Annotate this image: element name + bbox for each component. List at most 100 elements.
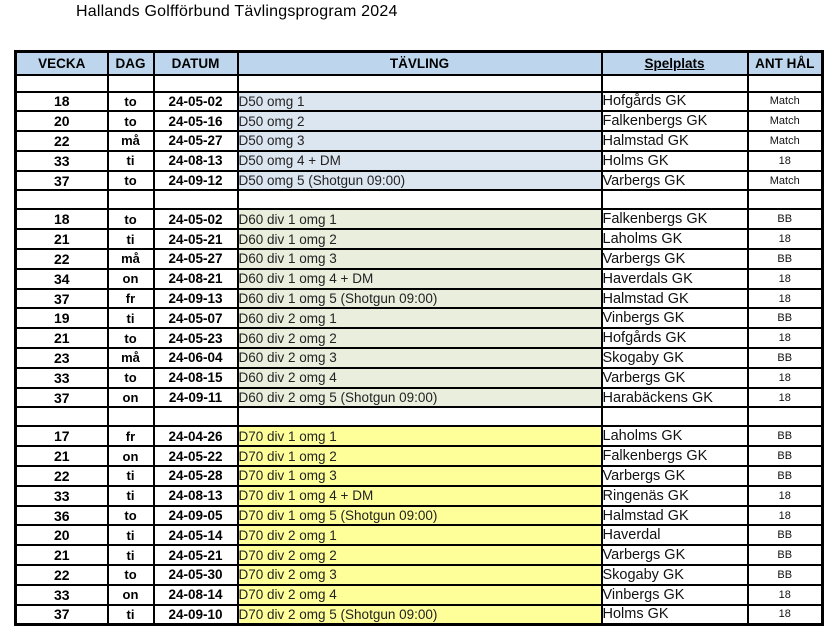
table-body: 18 to 24-05-02 D50 omg 1 Hofgårds GK Match 20 t… bbox=[14, 73, 824, 626]
cell-spelplats: Varbergs GK bbox=[600, 169, 749, 192]
cell-tavling: D70 div 2 omg 5 (Shotgun 09:00) bbox=[236, 603, 603, 626]
cell-datum: 24-05-02 bbox=[152, 90, 239, 113]
cell-spelplats: Vinbergs GK bbox=[600, 307, 749, 330]
cell-datum: 24-05-22 bbox=[152, 445, 239, 468]
spacer-cell bbox=[236, 73, 603, 93]
table-row: 23 må 24-06-04 D60 div 2 omg 3 Skogaby GK BB bbox=[14, 347, 824, 369]
spacer-cell bbox=[236, 406, 603, 428]
cell-hal: BB bbox=[746, 445, 824, 468]
cell-datum: 24-08-14 bbox=[152, 583, 239, 606]
spacer-cell bbox=[600, 73, 749, 93]
cell-hal: 18 bbox=[746, 386, 824, 409]
cell-spelplats: Skogaby GK bbox=[600, 347, 749, 369]
cell-spelplats: Holms GK bbox=[600, 603, 749, 626]
spacer-row bbox=[14, 73, 824, 93]
cell-vecka: 21 bbox=[14, 445, 109, 468]
spacer-cell bbox=[152, 406, 239, 428]
cell-datum: 24-05-27 bbox=[152, 130, 239, 152]
table-row: 17 fr 24-04-26 D70 div 1 omg 1 Laholms GK BB bbox=[14, 425, 824, 448]
cell-hal: 18 bbox=[746, 287, 824, 310]
table-row: 20 ti 24-05-14 D70 div 2 omg 1 Haverdal BB bbox=[14, 524, 824, 547]
cell-dag: to bbox=[106, 169, 155, 192]
cell-vecka: 22 bbox=[14, 248, 109, 270]
spacer-cell bbox=[106, 189, 155, 211]
cell-dag: ti bbox=[106, 544, 155, 567]
cell-vecka: 20 bbox=[14, 524, 109, 547]
table-row: 22 to 24-05-30 D70 div 2 omg 3 Skogaby GK BB bbox=[14, 564, 824, 586]
cell-tavling: D70 div 1 omg 4 + DM bbox=[236, 484, 603, 507]
cell-tavling: D70 div 1 omg 1 bbox=[236, 425, 603, 448]
cell-spelplats: Halmstad GK bbox=[600, 130, 749, 152]
cell-datum: 24-04-26 bbox=[152, 425, 239, 448]
table-row: 33 on 24-08-14 D70 div 2 omg 4 Vinbergs GK 18 bbox=[14, 583, 824, 606]
cell-datum: 24-09-05 bbox=[152, 504, 239, 527]
cell-spelplats: Halmstad GK bbox=[600, 504, 749, 527]
cell-spelplats: Varbergs GK bbox=[600, 366, 749, 389]
cell-tavling: D70 div 1 omg 2 bbox=[236, 445, 603, 468]
cell-hal: BB bbox=[746, 248, 824, 270]
cell-vecka: 21 bbox=[14, 228, 109, 251]
cell-vecka: 21 bbox=[14, 327, 109, 350]
header-spelplats: Spelplats bbox=[600, 50, 749, 76]
cell-spelplats: Falkenbergs GK bbox=[600, 445, 749, 468]
cell-dag: fr bbox=[106, 287, 155, 310]
cell-vecka: 22 bbox=[14, 564, 109, 586]
cell-tavling: D50 omg 2 bbox=[236, 110, 603, 133]
cell-dag: to bbox=[106, 208, 155, 231]
table-row: 21 to 24-05-23 D60 div 2 omg 2 Hofgårds GK 18 bbox=[14, 327, 824, 350]
cell-spelplats: Falkenbergs GK bbox=[600, 110, 749, 133]
spacer-cell bbox=[14, 406, 109, 428]
cell-tavling: D60 div 1 omg 4 + DM bbox=[236, 267, 603, 290]
cell-spelplats: Laholms GK bbox=[600, 228, 749, 251]
cell-hal: 18 bbox=[746, 603, 824, 626]
cell-datum: 24-05-27 bbox=[152, 248, 239, 270]
cell-vecka: 36 bbox=[14, 504, 109, 527]
table-row: 21 ti 24-05-21 D70 div 2 omg 2 Varbergs GK BB bbox=[14, 544, 824, 567]
cell-tavling: D50 omg 5 (Shotgun 09:00) bbox=[236, 169, 603, 192]
cell-tavling: D70 div 1 omg 3 bbox=[236, 465, 603, 487]
cell-datum: 24-05-16 bbox=[152, 110, 239, 133]
cell-hal: BB bbox=[746, 465, 824, 487]
cell-hal: BB bbox=[746, 564, 824, 586]
cell-tavling: D60 div 1 omg 3 bbox=[236, 248, 603, 270]
cell-tavling: D50 omg 3 bbox=[236, 130, 603, 152]
cell-dag: ti bbox=[106, 228, 155, 251]
header-dag: DAG bbox=[106, 50, 155, 76]
cell-tavling: D70 div 2 omg 4 bbox=[236, 583, 603, 606]
cell-hal: BB bbox=[746, 208, 824, 231]
cell-dag: ti bbox=[106, 603, 155, 626]
spacer-cell bbox=[746, 73, 824, 93]
cell-spelplats: Falkenbergs GK bbox=[600, 208, 749, 231]
cell-vecka: 37 bbox=[14, 386, 109, 409]
cell-tavling: D60 div 2 omg 1 bbox=[236, 307, 603, 330]
cell-datum: 24-09-11 bbox=[152, 386, 239, 409]
cell-vecka: 37 bbox=[14, 287, 109, 310]
cell-hal: BB bbox=[746, 425, 824, 448]
spacer-cell bbox=[236, 189, 603, 211]
cell-spelplats: Laholms GK bbox=[600, 425, 749, 448]
cell-spelplats: Ringenäs GK bbox=[600, 484, 749, 507]
cell-hal: Match bbox=[746, 90, 824, 113]
cell-dag: ti bbox=[106, 524, 155, 547]
cell-tavling: D50 omg 1 bbox=[236, 90, 603, 113]
cell-spelplats: Skogaby GK bbox=[600, 564, 749, 586]
cell-dag: to bbox=[106, 564, 155, 586]
table-row: 33 ti 24-08-13 D50 omg 4 + DM Holms GK 18 bbox=[14, 149, 824, 172]
spacer-row bbox=[14, 189, 824, 211]
header-row: VECKA DAG DATUM TÄVLING Spelplats ANT HÅ… bbox=[14, 50, 824, 76]
cell-spelplats: Holms GK bbox=[600, 149, 749, 172]
cell-datum: 24-08-13 bbox=[152, 484, 239, 507]
spacer-cell bbox=[746, 189, 824, 211]
cell-tavling: D60 div 1 omg 2 bbox=[236, 228, 603, 251]
cell-datum: 24-05-28 bbox=[152, 465, 239, 487]
cell-vecka: 34 bbox=[14, 267, 109, 290]
cell-dag: to bbox=[106, 366, 155, 389]
cell-dag: to bbox=[106, 90, 155, 113]
cell-datum: 24-08-15 bbox=[152, 366, 239, 389]
cell-dag: to bbox=[106, 504, 155, 527]
table-row: 37 to 24-09-12 D50 omg 5 (Shotgun 09:00) Var… bbox=[14, 169, 824, 192]
cell-tavling: D70 div 1 omg 5 (Shotgun 09:00) bbox=[236, 504, 603, 527]
cell-vecka: 17 bbox=[14, 425, 109, 448]
cell-hal: 18 bbox=[746, 149, 824, 172]
